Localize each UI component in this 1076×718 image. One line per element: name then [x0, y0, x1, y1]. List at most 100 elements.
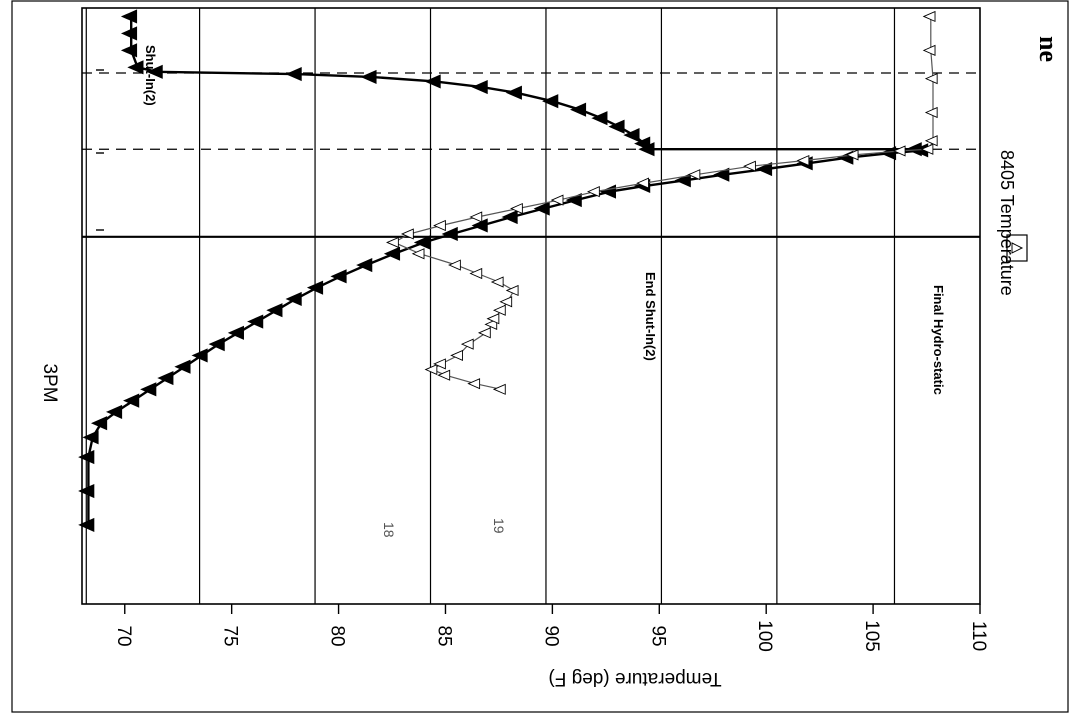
series-layer: [78, 9, 938, 532]
series-1-marker-11: [499, 296, 513, 308]
series-0-marker-3: [82, 430, 99, 445]
time-label-3pm: 3PM: [39, 363, 60, 402]
series-0-marker-37: [634, 136, 651, 151]
y-axis-ticks: 70 75 80 85 90 95 100 105 110: [96, 69, 989, 652]
series-1-marker-9: [486, 313, 500, 325]
series-1-marker-34: [922, 44, 936, 56]
tick-label-85: 85: [433, 625, 454, 646]
corner-text: ne: [1034, 36, 1063, 62]
series-1-marker-27: [796, 154, 810, 167]
outer-frame: [11, 0, 1069, 713]
series-1-marker-16: [411, 248, 425, 260]
legend: 8405 Temperature: [997, 150, 1028, 296]
event-labels: Final Hydro-static End Shut-In(2) Shut-In(…: [143, 45, 946, 395]
series-0-marker-14: [266, 303, 283, 318]
series-1-marker-28: [845, 149, 859, 161]
series-0-marker-0: [78, 517, 95, 532]
series-1-marker-18: [401, 228, 414, 240]
plot-border: [81, 7, 981, 605]
series-0-marker-47: [285, 67, 302, 82]
series-0-marker-7: [140, 382, 157, 397]
series-0-marker-26: [599, 184, 617, 199]
series-1-marker-13: [490, 276, 504, 288]
series-1-marker-33: [924, 73, 938, 85]
series-0-marker-21: [441, 226, 458, 242]
series-0-marker-46: [360, 69, 377, 84]
series-0-marker-19: [383, 246, 401, 261]
series-1-marker-25: [687, 169, 701, 181]
series-1-marker-0: [492, 383, 506, 395]
series-0-marker-23: [501, 209, 518, 225]
event-label-final-hydrostatic: Final Hydro-static: [931, 285, 946, 395]
series-0-marker-15: [285, 291, 302, 307]
series-1-marker-2: [437, 369, 451, 381]
series-1-marker-26: [743, 160, 756, 172]
series-0-marker-11: [208, 337, 225, 352]
series-0-marker-2: [78, 450, 95, 465]
series-1-marker-12: [505, 284, 519, 297]
series-0-marker-17: [330, 269, 347, 284]
series-0-marker-12: [227, 325, 244, 340]
series-0-marker-4: [90, 416, 108, 431]
series-0-marker-49: [127, 60, 144, 75]
series-0-marker-44: [471, 80, 488, 95]
series-0-marker-13: [247, 314, 264, 329]
y-axis-title: Temperature (deg F): [548, 668, 721, 689]
series-0-marker-29: [713, 167, 730, 182]
series-1-marker-14: [469, 267, 483, 280]
series-1-marker-31: [924, 135, 938, 147]
series-0-marker-30: [755, 161, 773, 177]
event-label-end-shut-in: End Shut-In(2): [643, 272, 658, 361]
series-0-marker-18: [356, 257, 373, 273]
series-0-marker-1: [78, 483, 95, 499]
tick-label-95: 95: [647, 625, 668, 646]
series-0-marker-48: [146, 64, 163, 79]
series-0-marker-8: [157, 370, 174, 386]
series-0-marker-9: [174, 359, 191, 374]
series-0-marker-50: [120, 43, 138, 58]
series-1-marker-23: [587, 186, 600, 198]
tick-label-110: 110: [968, 621, 989, 651]
series-0-marker-24: [533, 201, 550, 216]
tick-label-75: 75: [220, 625, 241, 646]
series-0-marker-6: [123, 393, 140, 408]
series-1-marker-21: [510, 202, 523, 215]
series-0-marker-10: [191, 348, 208, 363]
series-0-marker-41: [569, 102, 587, 117]
legend-swatch: [1006, 234, 1028, 262]
series-0-marker-22: [471, 218, 488, 233]
series-1-marker-1: [467, 378, 481, 390]
series-1-marker-3: [424, 363, 438, 376]
series-0-marker-33: [879, 146, 897, 161]
event-label-shut-in: Shut-In(2): [143, 45, 158, 106]
tick-label-70: 70: [113, 625, 134, 646]
series-0-marker-51: [120, 26, 138, 41]
faint-label-0: 18: [381, 522, 397, 538]
series-1-marker-19: [433, 219, 446, 232]
faint-labels: 18 19: [381, 518, 507, 538]
grid-lines: [85, 8, 896, 604]
series-1-marker-6: [460, 338, 474, 350]
series-0-marker-20: [413, 235, 430, 250]
series-1-marker-5: [450, 349, 463, 362]
series-1-marker-15: [448, 259, 461, 271]
series-1-marker-32: [924, 106, 938, 119]
series-1-marker-30: [920, 143, 934, 155]
series-0-marker-40: [591, 111, 608, 126]
series-1-marker-17: [386, 236, 399, 249]
series-1-marker-20: [469, 211, 483, 223]
legend-label: 8405 Temperature: [997, 150, 1017, 296]
series-1-marker-22: [550, 194, 564, 206]
series-0-marker-45: [424, 74, 441, 89]
series-0-marker-5: [105, 404, 123, 419]
series-0-marker-52: [120, 9, 138, 24]
series-1-marker-24: [636, 177, 649, 189]
tick-label-90: 90: [540, 625, 561, 646]
series-0-marker-16: [306, 280, 324, 295]
series-0-marker-39: [608, 119, 625, 134]
faint-label-1: 19: [491, 518, 507, 534]
series-1-marker-7: [477, 327, 491, 339]
tick-label-100: 100: [754, 620, 775, 652]
tick-label-80: 80: [327, 625, 348, 646]
